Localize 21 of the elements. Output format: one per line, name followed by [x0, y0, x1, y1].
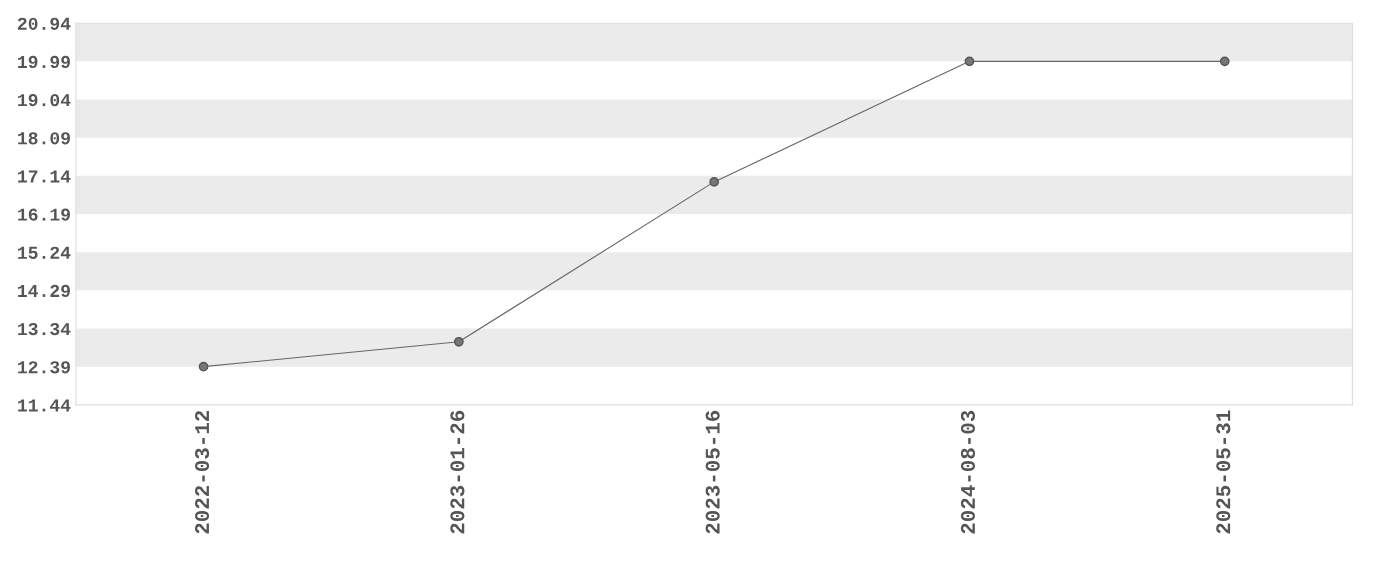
x-tick-label: 2025-05-31 [1216, 410, 1231, 534]
point [1219, 56, 1230, 67]
y-tick-label: 12.39 [18, 361, 70, 374]
y-tick-label: 20.94 [17, 17, 71, 30]
point [709, 177, 720, 187]
y-tick-label: 14.29 [18, 284, 70, 298]
point [198, 361, 209, 372]
y-tick-label: 19.99 [18, 55, 70, 69]
y-tick-label: 19.04 [18, 93, 71, 107]
y-tick-label: 16.19 [18, 208, 70, 221]
y-tick-label: 13.34 [18, 322, 71, 336]
y-tick-label: 17.14 [18, 170, 71, 183]
point [453, 336, 464, 347]
x-tick-label: 2024-08-03 [960, 410, 976, 534]
x-tick-label: 2023-01-26 [450, 410, 465, 534]
y-tick-label: 18.09 [18, 132, 70, 145]
point [964, 56, 975, 67]
x-tick-label: 2022-03-12 [195, 410, 210, 534]
y-tick-label: 15.24 [18, 246, 71, 259]
y-tick-label: 11.44 [18, 399, 71, 412]
x-tick-label: 2023-05-16 [705, 410, 720, 534]
